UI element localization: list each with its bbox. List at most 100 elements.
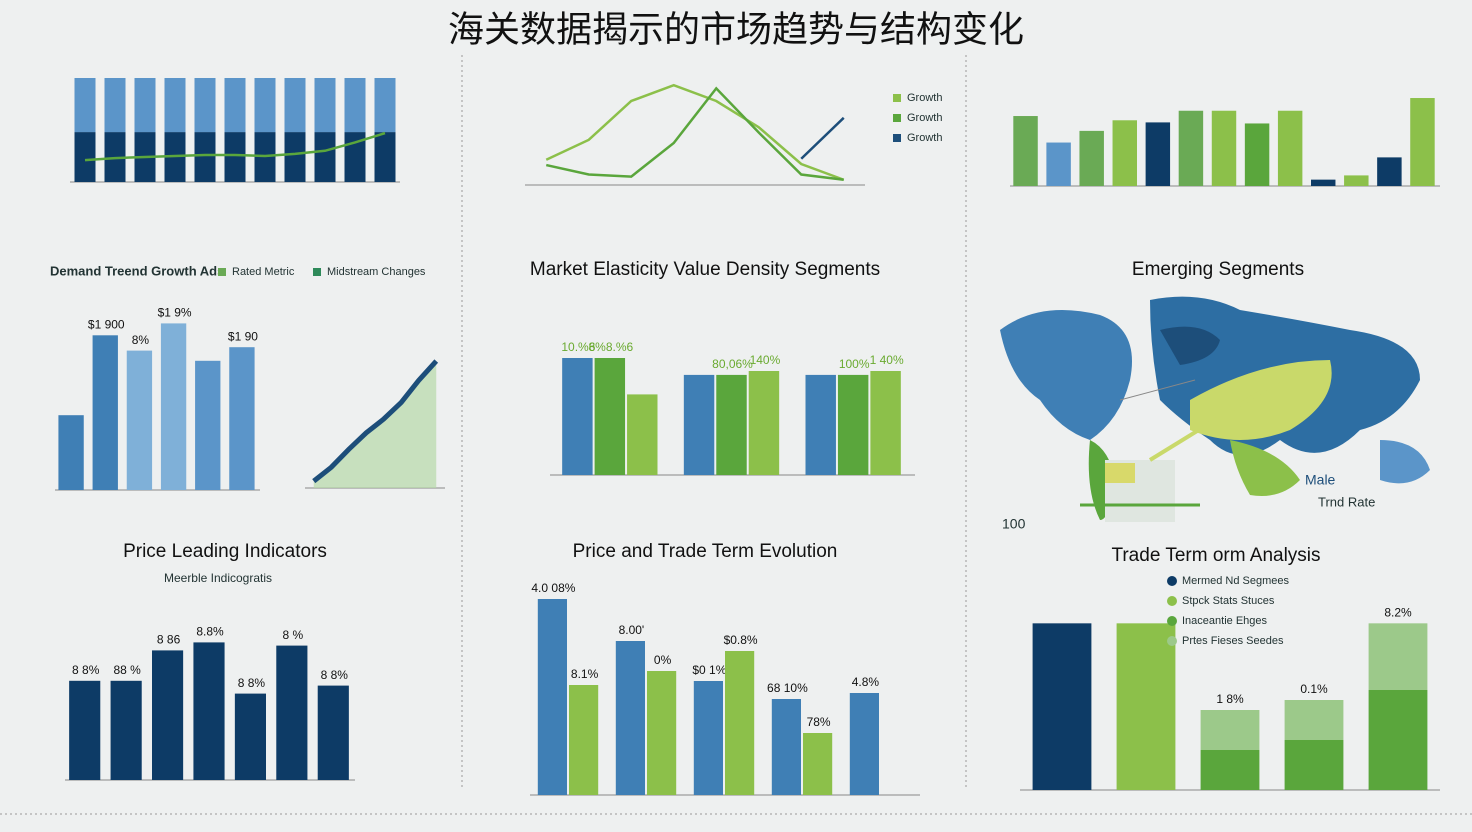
bar [284, 78, 306, 133]
bar [837, 374, 869, 475]
bar [1079, 130, 1104, 186]
legend-label: Rated Metric [232, 266, 295, 278]
line [800, 116, 845, 160]
line [545, 86, 844, 181]
value-label: 68 10% [767, 681, 808, 695]
legend-label: Stpck Stats Stuces [1182, 595, 1275, 607]
bar [234, 693, 266, 780]
value-label: $1 90 [228, 329, 258, 343]
bar [1032, 623, 1092, 790]
value-label: 10.%6 [561, 340, 595, 354]
bar [134, 78, 156, 133]
value-label: 4.0 08% [531, 581, 575, 595]
bar [1377, 157, 1402, 186]
bar [194, 78, 216, 133]
bar [805, 374, 836, 475]
world-map [1000, 296, 1430, 522]
bar [224, 132, 246, 182]
bar [1200, 710, 1260, 750]
value-label: 8 86 [157, 633, 181, 647]
value-label: 1 40% [870, 353, 904, 367]
bar [594, 358, 626, 475]
value-label: $0 1% [692, 663, 726, 677]
bar [224, 78, 246, 133]
bar [1116, 623, 1176, 790]
bar [1145, 122, 1171, 186]
legend-swatch [1167, 636, 1177, 646]
bar [683, 374, 715, 475]
bar [276, 645, 308, 780]
map-label: 100 [1002, 516, 1026, 532]
bar [344, 78, 366, 133]
bar [748, 371, 780, 475]
value-label: 8 8% [321, 668, 349, 682]
value-label: 8% [132, 333, 150, 347]
bar [126, 350, 153, 490]
bar [284, 132, 306, 182]
legend-label: Midstream Changes [327, 266, 426, 278]
map-label: Trnd Rate [1318, 494, 1375, 509]
bar [314, 132, 336, 182]
bar [317, 685, 349, 780]
bar [693, 681, 723, 795]
bar [1368, 623, 1428, 690]
bar [160, 323, 187, 490]
chart-title: Demand Treend Growth Ads [50, 263, 224, 278]
bar [537, 599, 567, 795]
bar [104, 78, 126, 133]
legend-swatch [1167, 596, 1177, 606]
value-label: 8 8% [72, 663, 100, 677]
value-label: 1 8% [1216, 692, 1244, 706]
legend-swatch [218, 268, 226, 276]
chart-subtitle: Meerble Indicogratis [164, 571, 272, 585]
bar [569, 685, 599, 795]
bar [870, 371, 901, 475]
bar [1112, 120, 1137, 186]
bar [164, 78, 186, 133]
bar [1211, 110, 1237, 186]
legend-label: Prtes Fieses Seedes [1182, 635, 1284, 647]
line [312, 359, 439, 484]
bar [194, 132, 216, 182]
legend-label: Mermed Nd Segmees [1182, 575, 1289, 587]
chart-title: Price and Trade Term Evolution [573, 541, 838, 562]
value-label: $1 900 [88, 317, 125, 331]
chart-title: Trade Term orm Analysis [1111, 545, 1320, 566]
bar [849, 693, 879, 795]
bar [374, 78, 396, 133]
bar [1284, 700, 1344, 740]
value-label: 8.00' [619, 623, 645, 637]
value-label: 8 8% [238, 676, 266, 690]
bar [314, 78, 336, 133]
bar [615, 641, 645, 795]
legend-label: Growth [907, 112, 942, 124]
bar [193, 642, 225, 780]
bar [1046, 142, 1071, 186]
value-label: 78% [807, 715, 831, 729]
legend-swatch [313, 268, 321, 276]
bar [803, 733, 833, 795]
value-label: 88 % [113, 663, 141, 677]
bar [627, 394, 658, 475]
value-label: 8 % [283, 628, 304, 642]
map-label: Male [1305, 472, 1336, 488]
value-label: $1 9% [158, 306, 192, 320]
value-label: 80,06% [712, 357, 753, 371]
chart-title: Price Leading Indicators [123, 541, 327, 562]
bar [152, 650, 184, 780]
bar [1244, 123, 1270, 186]
legend-label: Growth [907, 132, 942, 144]
bar [69, 680, 101, 780]
bar [1344, 175, 1369, 186]
line [84, 131, 386, 162]
value-label: 4.8% [852, 675, 880, 689]
legend-swatch [893, 114, 901, 122]
bar [1277, 110, 1303, 186]
bar [92, 335, 118, 490]
bar [771, 699, 801, 795]
value-label: 0% [654, 653, 672, 667]
legend-label: Growth [907, 92, 942, 104]
bar [1200, 750, 1260, 790]
bar [1410, 98, 1435, 186]
